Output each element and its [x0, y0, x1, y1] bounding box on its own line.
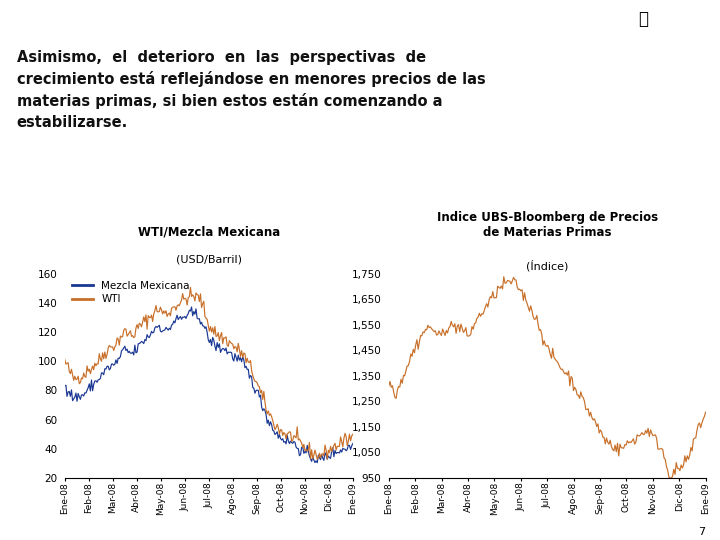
Text: 7: 7: [698, 527, 706, 537]
Text: Asimismo,  el  deterioro  en  las  perspectivas  de
crecimiento está reflejándos: Asimismo, el deterioro en las perspectiv…: [17, 51, 485, 130]
Text: (Índice): (Índice): [526, 260, 568, 271]
Text: Evolución Económica: Evolución Económica: [418, 14, 598, 29]
Text: Indice UBS-Bloomberg de Precios
de Materias Primas: Indice UBS-Bloomberg de Precios de Mater…: [436, 211, 658, 239]
Text: 🦅: 🦅: [638, 10, 648, 29]
Text: SHCP: SHCP: [642, 50, 680, 63]
Text: (USD/Barril): (USD/Barril): [176, 254, 242, 265]
Legend: Mezcla Mexicana, WTI: Mezcla Mexicana, WTI: [70, 279, 192, 306]
Text: WTI/Mezcla Mexicana: WTI/Mezcla Mexicana: [138, 226, 280, 239]
